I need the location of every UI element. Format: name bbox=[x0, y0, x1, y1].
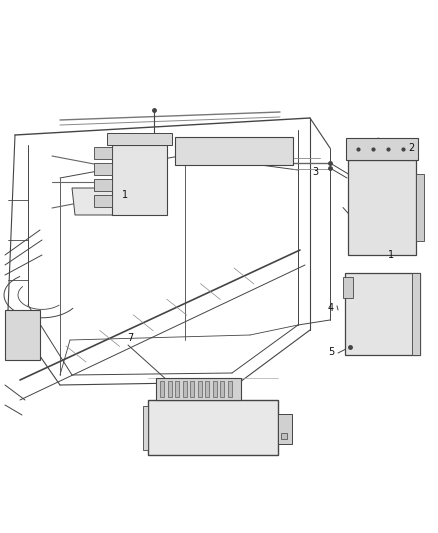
Bar bbox=[143, 406, 148, 449]
Bar bbox=[183, 381, 187, 397]
Polygon shape bbox=[72, 188, 158, 215]
Bar bbox=[94, 195, 112, 207]
Text: 7: 7 bbox=[127, 333, 133, 343]
Text: 5: 5 bbox=[328, 347, 334, 357]
Bar bbox=[94, 163, 112, 175]
Bar bbox=[190, 381, 194, 397]
Bar bbox=[148, 400, 278, 455]
Text: 3: 3 bbox=[312, 167, 318, 177]
Bar bbox=[348, 160, 416, 255]
Bar bbox=[416, 174, 424, 241]
Bar bbox=[343, 277, 353, 297]
Text: 1: 1 bbox=[388, 250, 394, 260]
Bar bbox=[160, 381, 164, 397]
Bar bbox=[220, 381, 224, 397]
Bar bbox=[227, 381, 232, 397]
Text: 4: 4 bbox=[328, 303, 334, 313]
Bar bbox=[112, 145, 167, 215]
Bar bbox=[278, 414, 292, 444]
Text: 1: 1 bbox=[122, 190, 128, 200]
Bar bbox=[198, 381, 201, 397]
Text: 2: 2 bbox=[408, 143, 414, 153]
Bar bbox=[212, 381, 216, 397]
Bar bbox=[345, 273, 420, 355]
Bar bbox=[175, 381, 179, 397]
Bar bbox=[281, 432, 287, 439]
Bar bbox=[346, 138, 418, 160]
Bar bbox=[94, 147, 112, 159]
Bar bbox=[205, 381, 209, 397]
Bar bbox=[5, 310, 40, 360]
Bar bbox=[412, 273, 420, 355]
Bar bbox=[107, 133, 172, 145]
Bar bbox=[175, 137, 293, 165]
Bar bbox=[156, 378, 241, 400]
Bar bbox=[94, 179, 112, 191]
Bar bbox=[167, 381, 172, 397]
